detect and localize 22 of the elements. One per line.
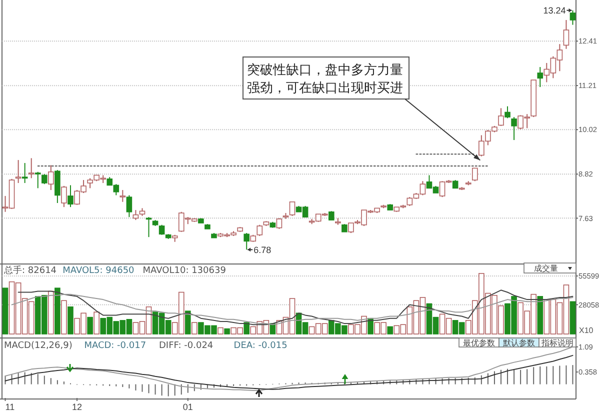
annotation: MACD: -0.017 [84,341,146,351]
annotation: 总手: 82614 [3,265,57,276]
annotation: MAVOL5: 94650 [62,266,135,276]
x-tick-label: 12 [72,402,82,412]
x-tick-label: 11 [5,402,15,412]
annotation: 13.24 [543,6,566,16]
annotation: 6.78 [254,244,272,255]
annotation: DIFF: -0.024 [159,341,214,351]
annotation: 成交量 [534,264,558,273]
annotation: 突破性缺口，盘中多方力量强劲，可在缺口出现时买进 [247,62,403,96]
x-tick-label: 01 [182,402,193,412]
annotation: MACD(12,26,9) [4,341,72,351]
button: 最优参数 [458,338,500,348]
annotation: 默认参数 [502,338,535,348]
annotation: 最优参数 [463,338,495,348]
annotation: DEA: -0.015 [234,341,288,351]
annotation: MAVOL10: 130639 [142,266,226,276]
button: 默认参数 [498,338,540,348]
annotation: 指标说明 [540,338,574,348]
button: 指标说明 [538,338,576,348]
dropdown-field: 成交量 [524,262,576,274]
y-axis-title: X10 [579,326,594,335]
